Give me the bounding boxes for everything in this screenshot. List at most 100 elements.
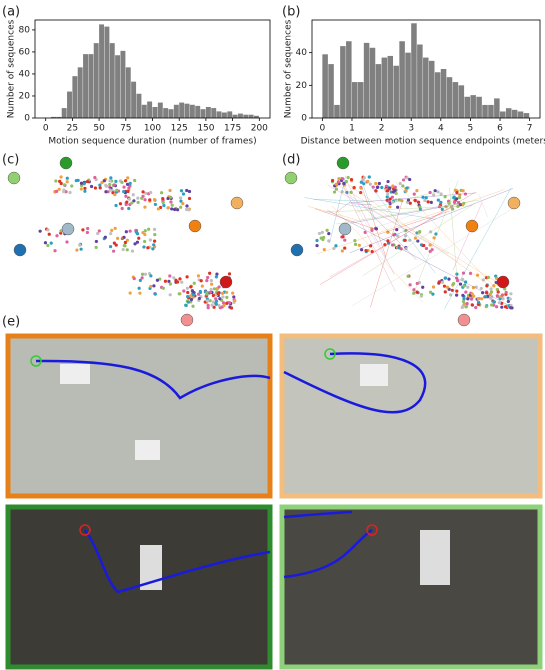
axes-frame bbox=[311, 19, 541, 119]
sphere bbox=[507, 196, 521, 210]
point bbox=[148, 238, 152, 242]
point bbox=[143, 272, 148, 276]
point bbox=[89, 184, 94, 189]
point bbox=[457, 195, 462, 200]
sphere bbox=[61, 222, 75, 236]
point bbox=[169, 200, 173, 204]
point bbox=[143, 229, 147, 233]
point bbox=[437, 280, 441, 284]
point bbox=[163, 279, 168, 283]
bar bbox=[434, 72, 441, 118]
point bbox=[197, 296, 201, 301]
marker bbox=[360, 364, 388, 386]
point bbox=[122, 244, 126, 248]
point bbox=[122, 185, 126, 189]
point bbox=[432, 236, 436, 240]
point bbox=[468, 271, 473, 275]
sphere bbox=[219, 275, 233, 289]
point bbox=[153, 292, 157, 296]
point bbox=[47, 232, 51, 236]
link bbox=[362, 203, 476, 276]
point bbox=[461, 293, 465, 297]
bar bbox=[72, 76, 78, 118]
trajectory bbox=[35, 359, 271, 400]
point bbox=[362, 176, 366, 180]
point bbox=[86, 226, 90, 231]
point bbox=[424, 246, 429, 251]
point bbox=[127, 206, 131, 211]
point bbox=[146, 246, 150, 250]
point bbox=[65, 180, 69, 184]
point bbox=[192, 281, 196, 285]
bar bbox=[157, 102, 163, 118]
x-tick-label: 5 bbox=[468, 124, 474, 134]
point bbox=[161, 201, 165, 205]
point bbox=[489, 290, 494, 294]
bar bbox=[500, 111, 506, 118]
link bbox=[331, 205, 423, 303]
point bbox=[152, 243, 156, 247]
point bbox=[415, 290, 419, 294]
point bbox=[431, 285, 436, 289]
bar bbox=[205, 106, 211, 118]
point bbox=[317, 231, 322, 236]
point bbox=[74, 178, 78, 183]
point bbox=[132, 276, 136, 281]
link bbox=[452, 202, 483, 271]
bar bbox=[232, 114, 238, 118]
point bbox=[114, 203, 118, 208]
point bbox=[366, 179, 370, 184]
point bbox=[466, 285, 470, 289]
point bbox=[136, 196, 140, 200]
point bbox=[445, 285, 449, 289]
start-marker bbox=[366, 524, 378, 536]
point bbox=[376, 185, 380, 189]
bar bbox=[488, 104, 494, 118]
point bbox=[403, 238, 407, 242]
point bbox=[59, 181, 63, 186]
point bbox=[418, 230, 422, 234]
y-tick-label: 0 bbox=[24, 114, 30, 124]
point bbox=[332, 190, 337, 194]
point bbox=[509, 306, 513, 310]
trajectory bbox=[83, 529, 271, 594]
point bbox=[462, 284, 466, 288]
y-axis-label: Number of sequences bbox=[7, 19, 17, 118]
point bbox=[389, 190, 393, 194]
bar bbox=[248, 114, 254, 118]
link bbox=[352, 208, 513, 306]
link bbox=[355, 191, 435, 213]
point bbox=[353, 242, 358, 246]
link bbox=[341, 183, 396, 292]
link bbox=[369, 199, 456, 230]
link bbox=[344, 185, 387, 261]
point bbox=[65, 240, 69, 244]
point bbox=[78, 243, 82, 247]
point bbox=[166, 196, 170, 201]
sphere bbox=[457, 313, 471, 327]
point bbox=[162, 203, 166, 208]
sphere bbox=[290, 243, 304, 257]
point bbox=[480, 297, 484, 301]
bar bbox=[120, 50, 126, 118]
link bbox=[360, 178, 376, 221]
panel-label: (a) bbox=[2, 5, 20, 20]
point bbox=[458, 282, 463, 286]
link bbox=[350, 203, 462, 224]
sphere bbox=[7, 171, 21, 185]
point bbox=[168, 188, 172, 193]
point bbox=[443, 290, 447, 294]
bar bbox=[322, 54, 328, 118]
panel-label: (c) bbox=[2, 153, 19, 168]
point bbox=[185, 188, 189, 193]
bar bbox=[334, 104, 340, 118]
point bbox=[447, 277, 451, 281]
point bbox=[426, 200, 430, 204]
point bbox=[352, 186, 356, 190]
point bbox=[188, 294, 193, 298]
point bbox=[180, 280, 184, 284]
point bbox=[330, 178, 335, 183]
point bbox=[214, 275, 218, 279]
point bbox=[185, 204, 189, 208]
